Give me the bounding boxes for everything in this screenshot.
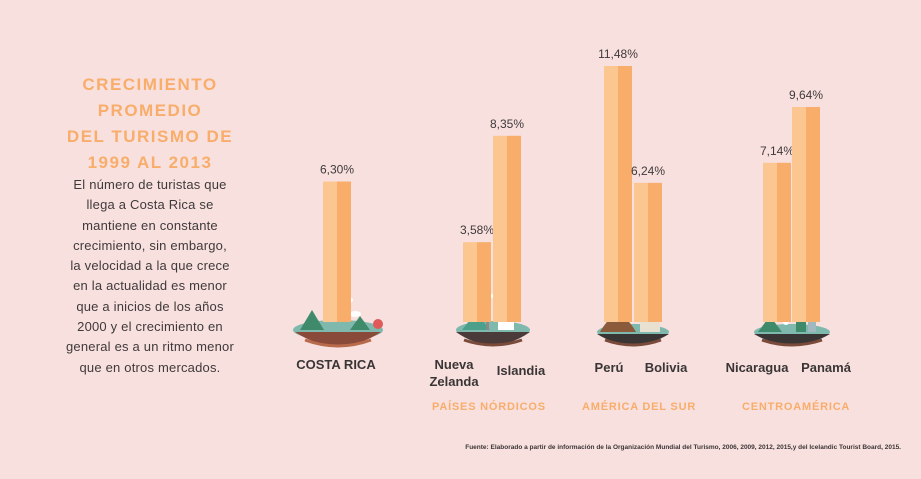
category-nueva-zelanda: Nueva Zelanda <box>420 356 488 390</box>
description-line: llega a Costa Rica se <box>86 197 214 213</box>
category-label: Islandia <box>496 363 546 378</box>
bar-nueva-zelanda-right <box>477 242 491 322</box>
value-label-peru: 11,48% <box>598 47 638 61</box>
description-line: mantiene en constante <box>82 217 218 233</box>
group-label-nordic: PAÍSES NÓRDICOS <box>432 401 546 413</box>
category-peru: Perú <box>586 359 632 376</box>
bars-layer: 6,30% 3,58% 8,35% 11,48% 6,24% 7,14% 9,64% <box>320 47 823 322</box>
bar-peru-right <box>618 65 632 322</box>
description-line: El número de turistas que <box>73 177 227 192</box>
bar-costa-rica-right <box>337 181 351 322</box>
bar-costa-rica-left <box>323 181 337 322</box>
title-line-2: DEL TURISMO DE <box>66 127 234 146</box>
category-label: Bolivia <box>644 360 688 375</box>
value-label-islandia: 8,35% <box>490 117 524 131</box>
value-label-nueva-zelanda: 3,58% <box>460 223 494 237</box>
category-nicaragua: Nicaragua <box>720 359 794 376</box>
category-bolivia: Bolivia <box>637 359 695 376</box>
bar-islandia-right <box>507 135 521 322</box>
category-label: Nueva <box>434 357 474 372</box>
description-line: que en otros mercados. <box>79 359 221 375</box>
category-label: Perú <box>594 360 624 375</box>
group-label-south-america: AMÉRICA DEL SUR <box>582 401 697 413</box>
title-line-3: 1999 AL 2013 <box>87 153 213 172</box>
value-label-bolivia: 6,24% <box>631 164 665 178</box>
description-line: la velocidad a la que crece <box>70 258 230 274</box>
description-line: 2000 y el crecimiento en <box>77 319 223 335</box>
bar-islandia-left <box>493 135 507 322</box>
value-label-panama: 9,64% <box>789 88 823 102</box>
bar-panama-left <box>792 107 806 322</box>
category-label: Nicaragua <box>725 360 789 375</box>
description-line: general es a un ritmo menor <box>66 339 234 355</box>
bar-bolivia-right <box>648 182 662 322</box>
bar-panama-right <box>806 107 820 322</box>
category-panama: Panamá <box>796 359 856 376</box>
source-note: Fuente: Elaborado a partir de informació… <box>465 444 901 451</box>
bar-peru-left <box>604 65 618 322</box>
description-line: que a inicios de los años <box>76 298 224 314</box>
bar-nueva-zelanda-left <box>463 242 477 322</box>
chart-title: CRECIMIENTO PROMEDIO DEL TURISMO DE 1999… <box>30 72 270 176</box>
category-costa-rica: COSTA RICA <box>286 356 386 373</box>
category-label: COSTA RICA <box>296 357 376 372</box>
category-islandia: Islandia <box>490 362 552 379</box>
island-illustration-costa-rica <box>293 296 383 348</box>
category-label: Panamá <box>801 360 851 375</box>
bar-bolivia-left <box>634 182 648 322</box>
category-label: Zelanda <box>429 374 479 389</box>
group-label-central-america: CENTROAMÉRICA <box>742 401 851 413</box>
description: El número de turistas que llega a Costa … <box>50 175 250 378</box>
description-line: en la actualidad es menor <box>73 278 227 294</box>
bar-nicaragua-right <box>777 162 791 322</box>
description-line: crecimiento, sin embargo, <box>73 237 227 253</box>
value-label-costa-rica: 6,30% <box>320 163 354 177</box>
title-line-1: CRECIMIENTO PROMEDIO <box>82 75 218 120</box>
value-label-nicaragua: 7,14% <box>760 144 794 158</box>
bar-nicaragua-left <box>763 162 777 322</box>
